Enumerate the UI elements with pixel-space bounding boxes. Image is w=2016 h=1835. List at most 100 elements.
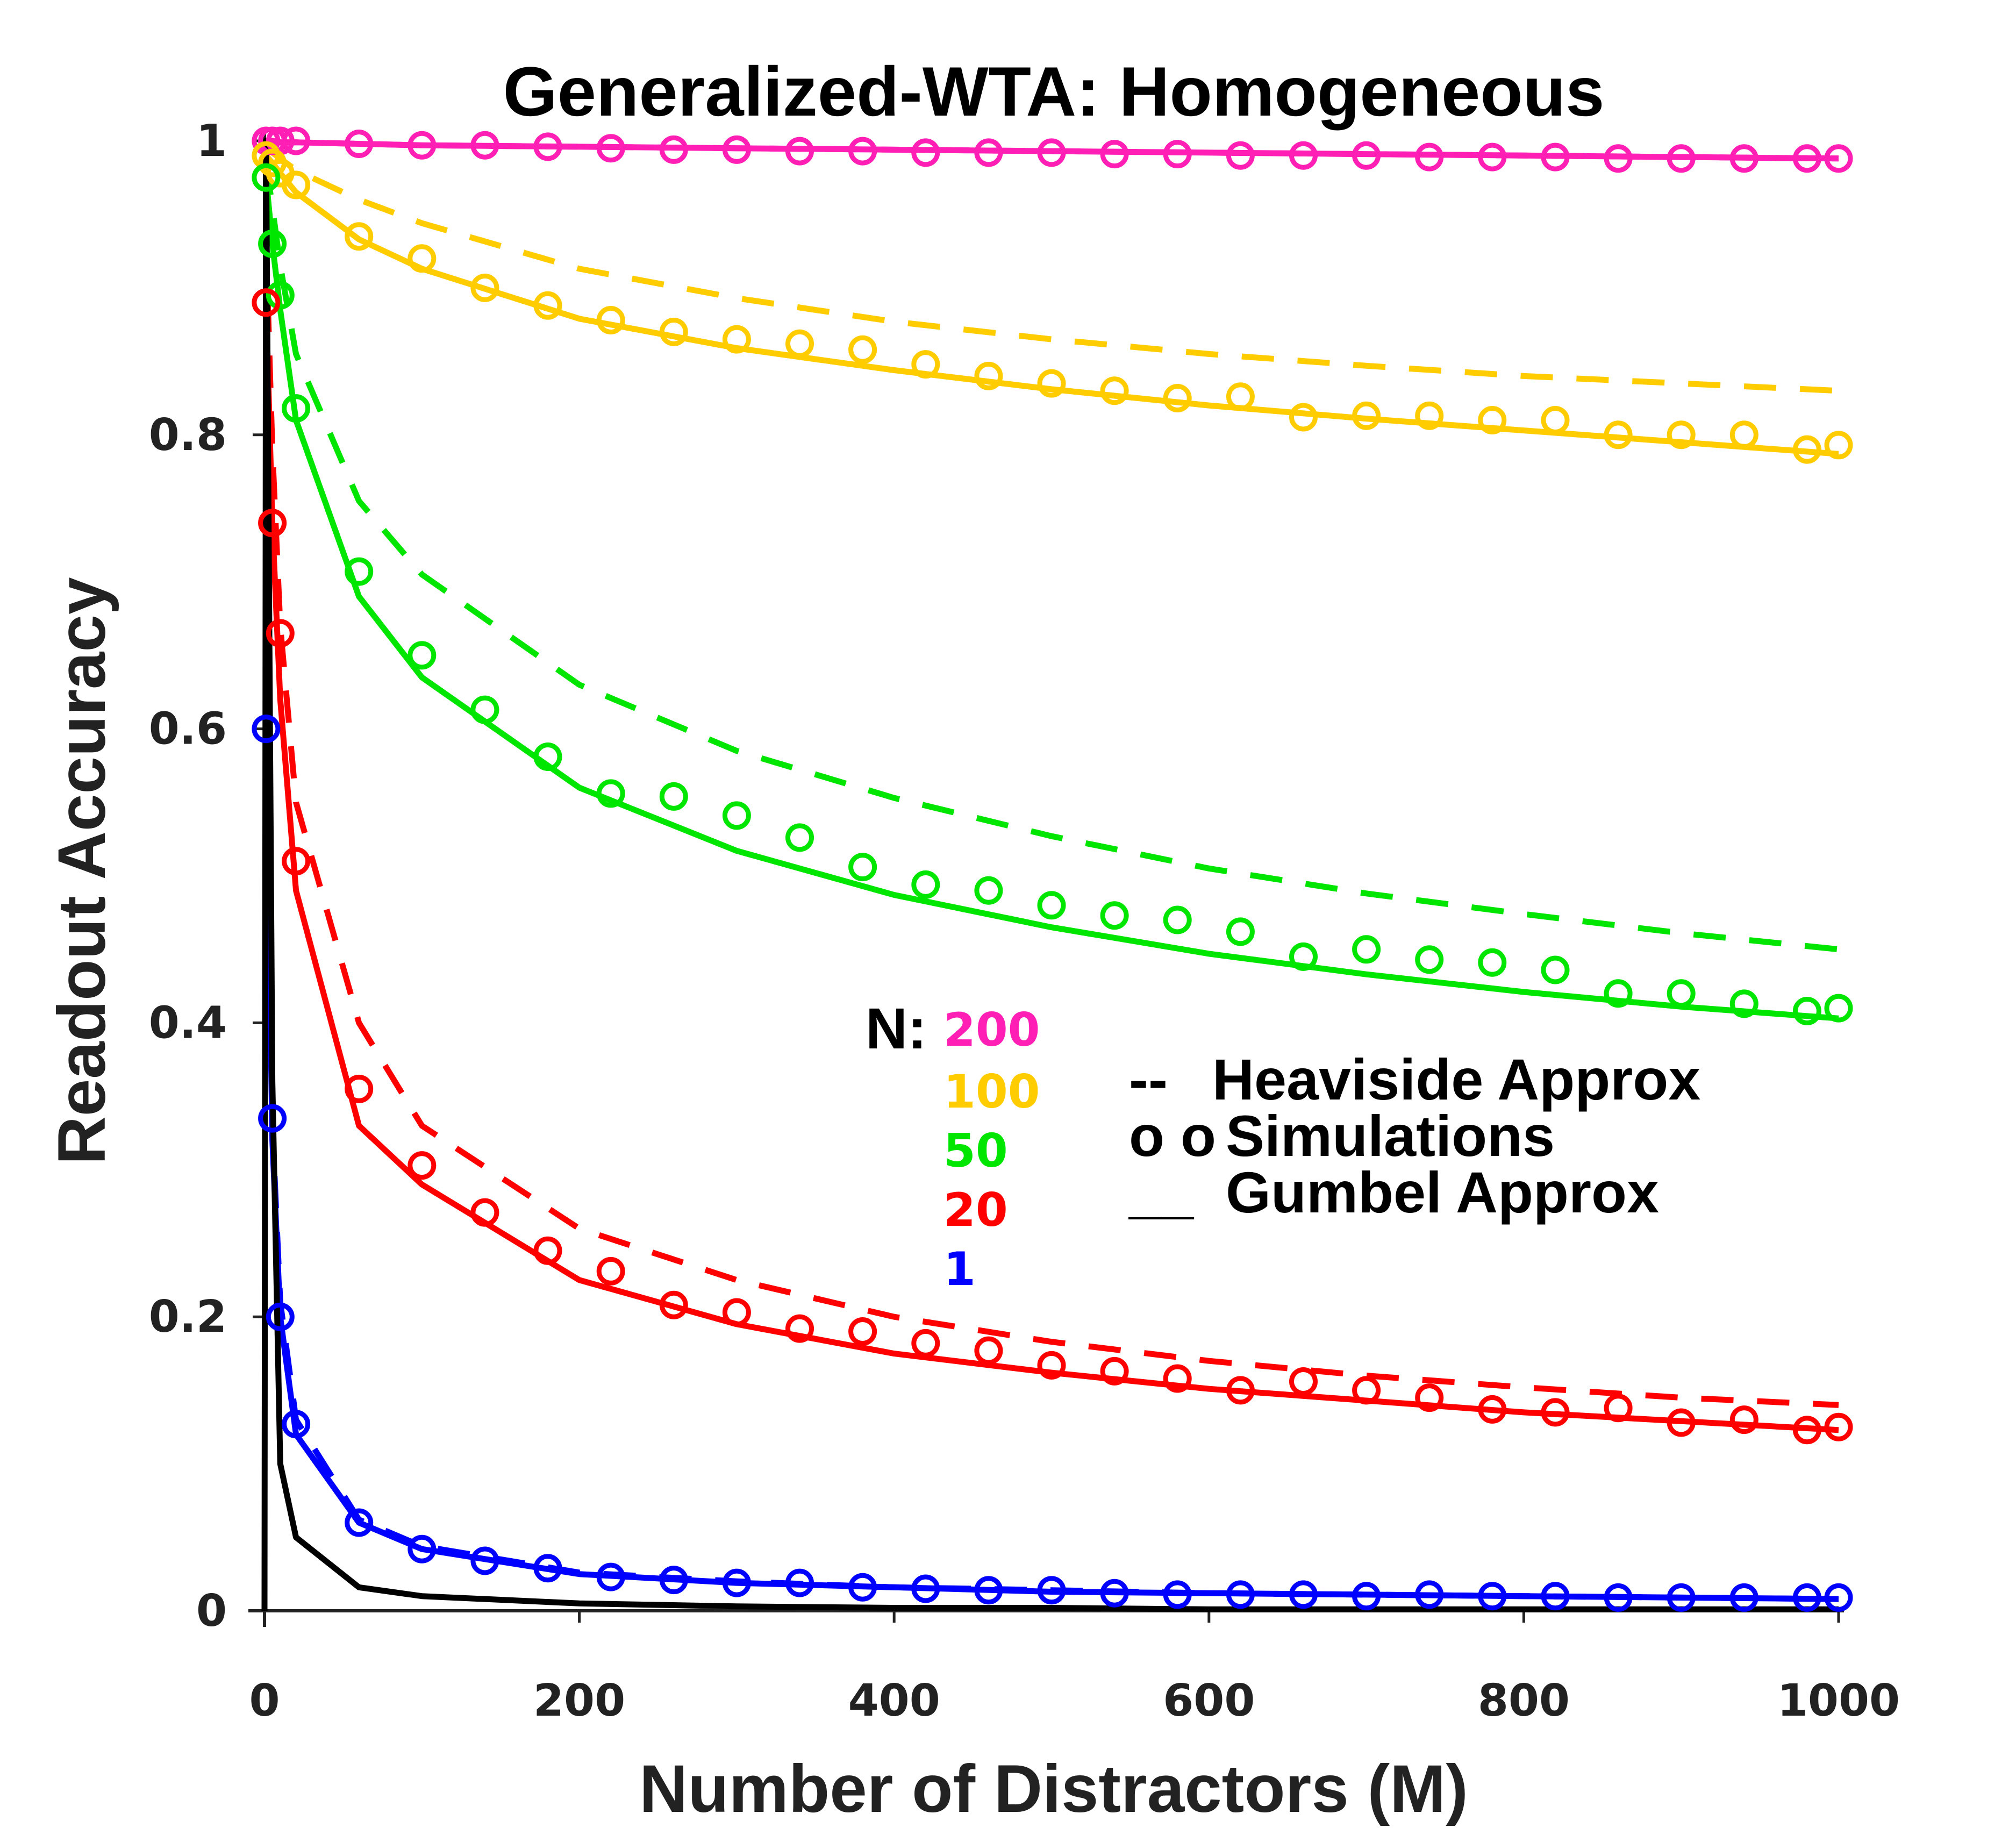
sim-point-n-200 [1729, 144, 1758, 173]
x-tick-label: 1000 [1777, 1675, 1900, 1726]
sim-point-n-20 [1100, 1356, 1129, 1386]
sim-point-n-20 [848, 1317, 877, 1346]
x-tick-label: 0 [249, 1675, 280, 1726]
sim-point-n-1 [1100, 1579, 1129, 1608]
sim-point-n-50 [470, 695, 499, 724]
sim-point-n-100 [1541, 406, 1570, 434]
sim-point-n-100 [470, 273, 499, 302]
sim-point-n-50 [258, 229, 287, 258]
sim-point-n-20 [1415, 1383, 1444, 1412]
y-tick-label: 0 [196, 1586, 227, 1637]
sim-point-n-200 [974, 138, 1003, 167]
sim-point-n-50 [533, 742, 562, 771]
sim-point-n-1 [1824, 1583, 1853, 1612]
legend-n-1: 1 [943, 1243, 976, 1296]
sim-point-n-100 [1100, 376, 1129, 405]
sim-point-n-200 [785, 137, 814, 166]
sim-point-n-100 [848, 335, 877, 364]
sim-point-n-1 [1667, 1583, 1696, 1612]
sim-point-n-100 [722, 325, 751, 354]
sim-point-n-100 [1352, 401, 1381, 430]
sim-point-n-20 [252, 288, 281, 317]
sim-point-n-200 [345, 130, 374, 158]
sim-point-n-100 [911, 350, 940, 379]
sim-point-n-20 [282, 847, 311, 876]
y-tick-label: 0.6 [149, 704, 227, 755]
x-tick-label: 800 [1478, 1675, 1570, 1726]
legend-heaviside-label: Heaviside Approx [1212, 1047, 1700, 1112]
sim-point-n-50 [722, 801, 751, 830]
sim-point-n-50 [1541, 955, 1570, 984]
sim-point-n-1 [1226, 1580, 1255, 1609]
gumbel-line-n-50 [263, 177, 1839, 1022]
sim-point-n-50 [848, 853, 877, 882]
sim-point-n-100 [282, 170, 311, 199]
sim-point-n-1 [785, 1568, 814, 1597]
sim-point-n-200 [1226, 141, 1255, 170]
sim-point-n-50 [1792, 997, 1821, 1025]
legend-simulations-label: Simulations [1226, 1103, 1555, 1168]
sim-point-n-100 [345, 222, 374, 251]
y-tick-label: 0.4 [149, 997, 227, 1048]
sim-point-n-20 [1289, 1367, 1318, 1396]
sim-point-n-1 [722, 1568, 751, 1597]
sim-point-n-20 [1824, 1412, 1853, 1441]
sim-point-n-20 [1478, 1395, 1507, 1424]
sim-point-n-200 [282, 126, 311, 155]
sim-point-n-20 [1226, 1376, 1255, 1405]
sim-point-n-100 [533, 291, 562, 320]
plot-markers [252, 126, 1853, 1612]
sim-point-n-1 [596, 1562, 625, 1591]
sim-point-n-50 [408, 641, 437, 670]
sim-point-n-200 [533, 132, 562, 161]
x-tick-label: 600 [1163, 1675, 1255, 1726]
sim-point-n-100 [1226, 382, 1255, 411]
sim-point-n-20 [1604, 1394, 1633, 1423]
sim-point-n-20 [911, 1329, 940, 1358]
sim-point-n-50 [252, 163, 281, 192]
legend-n-20: 20 [943, 1183, 1008, 1237]
sim-point-n-50 [1667, 979, 1696, 1008]
sim-point-n-20 [408, 1151, 437, 1180]
sim-point-n-50 [1604, 979, 1633, 1008]
sim-point-n-200 [1478, 142, 1507, 172]
sim-point-n-100 [659, 317, 688, 346]
sim-point-n-200 [1415, 142, 1444, 172]
sim-point-n-1 [345, 1508, 374, 1537]
sim-point-n-200 [1667, 144, 1696, 173]
sim-point-n-1 [252, 715, 281, 744]
sim-point-n-1 [266, 1302, 295, 1331]
y-axis-label: Readout Accuracy [45, 577, 119, 1165]
sim-point-n-50 [1729, 989, 1758, 1018]
sim-point-n-200 [470, 131, 499, 160]
x-axis-label: Number of Distractors (M) [639, 1752, 1468, 1826]
sim-point-n-1 [1541, 1582, 1570, 1611]
sim-point-n-1 [282, 1410, 311, 1439]
y-tick-label: 1 [196, 116, 227, 167]
sim-point-n-1 [1415, 1580, 1444, 1609]
sim-point-n-50 [282, 394, 311, 423]
sim-point-n-20 [1792, 1416, 1821, 1445]
gumbel-line-n-200 [266, 138, 1839, 162]
sim-point-n-20 [1163, 1364, 1192, 1393]
sim-point-n-50 [1478, 948, 1507, 977]
sim-point-n-20 [722, 1298, 751, 1327]
sim-point-n-200 [848, 137, 877, 166]
sim-point-n-50 [1289, 942, 1318, 971]
heaviside-line-n-50 [263, 162, 1839, 953]
sim-point-n-50 [1226, 917, 1255, 946]
legend-heaviside-marker: -- [1129, 1047, 1168, 1112]
sim-point-n-200 [1100, 140, 1129, 169]
sim-point-n-200 [596, 134, 625, 163]
gumbel-line-n-20 [263, 302, 1839, 1433]
sim-point-n-200 [1541, 142, 1570, 172]
legend-gumbel-marker: __ [1128, 1160, 1195, 1225]
sim-point-n-20 [1352, 1376, 1381, 1405]
sim-point-n-100 [1824, 431, 1853, 460]
sim-point-n-100 [1289, 403, 1318, 432]
sim-point-n-50 [1100, 901, 1129, 930]
sim-point-n-100 [1415, 401, 1444, 430]
sim-point-n-100 [1792, 435, 1821, 464]
sim-point-n-50 [785, 823, 814, 852]
